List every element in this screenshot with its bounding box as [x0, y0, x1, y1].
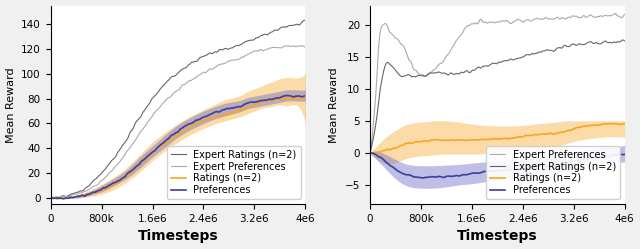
Ratings (n=2)	[367, 152, 374, 155]
Y-axis label: Mean Reward: Mean Reward	[329, 67, 339, 143]
Expert Preferences	[615, 15, 623, 18]
Ratings (n=2)	[54, 197, 61, 200]
Expert Ratings (n=2)	[621, 39, 628, 42]
Expert Ratings (n=2)	[185, 63, 193, 66]
Expert Preferences	[53, 197, 61, 200]
Legend: Expert Ratings (n=2), Expert Preferences, Ratings (n=2), Preferences: Expert Ratings (n=2), Expert Preferences…	[167, 146, 301, 199]
Expert Ratings (n=2)	[575, 43, 582, 46]
Line: Preferences: Preferences	[370, 153, 625, 178]
Ratings (n=2)	[168, 137, 176, 140]
Expert Ratings (n=2)	[56, 196, 63, 199]
Line: Ratings (n=2): Ratings (n=2)	[370, 124, 625, 153]
Expert Ratings (n=2)	[47, 195, 54, 198]
Ratings (n=2)	[47, 196, 54, 199]
Preferences	[168, 133, 176, 136]
Line: Ratings (n=2): Ratings (n=2)	[51, 98, 305, 199]
Expert Ratings (n=2)	[301, 19, 309, 22]
Expert Preferences	[487, 21, 495, 24]
Line: Expert Preferences: Expert Preferences	[51, 46, 305, 199]
Preferences	[489, 170, 497, 173]
Line: Expert Ratings (n=2): Expert Ratings (n=2)	[51, 20, 305, 198]
Expert Preferences	[168, 93, 176, 96]
Ratings (n=2)	[616, 123, 623, 126]
Y-axis label: Mean Reward: Mean Reward	[6, 67, 15, 143]
Ratings (n=2)	[606, 122, 614, 125]
Expert Ratings (n=2)	[366, 153, 374, 156]
Preferences	[256, 99, 264, 102]
Expert Preferences	[621, 13, 628, 16]
Ratings (n=2)	[185, 126, 193, 129]
Expert Ratings (n=2)	[614, 40, 622, 43]
Expert Ratings (n=2)	[487, 63, 495, 66]
Legend: Expert Preferences, Expert Ratings (n=2), Ratings (n=2), Preferences: Expert Preferences, Expert Ratings (n=2)…	[486, 146, 620, 199]
Ratings (n=2)	[575, 126, 583, 129]
Preferences	[615, 153, 623, 156]
Ratings (n=2)	[489, 137, 497, 140]
Preferences	[47, 196, 54, 199]
Expert Preferences	[504, 20, 511, 23]
Preferences	[366, 151, 374, 154]
Expert Ratings (n=2)	[199, 55, 207, 58]
Preferences	[60, 197, 67, 200]
Expert Preferences	[488, 21, 496, 24]
Preferences	[301, 94, 309, 97]
Expert Preferences	[612, 12, 620, 15]
Expert Preferences	[518, 19, 525, 22]
Ratings (n=2)	[199, 120, 207, 123]
Ratings (n=2)	[291, 96, 298, 99]
Expert Ratings (n=2)	[504, 59, 511, 62]
Expert Preferences	[366, 151, 374, 154]
Expert Preferences	[256, 48, 264, 51]
Expert Ratings (n=2)	[518, 56, 525, 59]
Ratings (n=2)	[256, 101, 264, 104]
Ratings (n=2)	[366, 152, 374, 155]
Line: Preferences: Preferences	[51, 96, 305, 199]
Ratings (n=2)	[301, 98, 309, 101]
Ratings (n=2)	[621, 122, 628, 125]
Expert Ratings (n=2)	[256, 35, 264, 38]
Line: Expert Ratings (n=2): Expert Ratings (n=2)	[370, 40, 625, 155]
Expert Preferences	[199, 71, 207, 74]
Preferences	[518, 167, 526, 170]
Ratings (n=2)	[296, 97, 304, 100]
Expert Ratings (n=2)	[170, 75, 177, 78]
Expert Preferences	[185, 79, 193, 82]
Preferences	[284, 94, 291, 97]
Expert Preferences	[298, 44, 306, 47]
Preferences	[621, 153, 628, 156]
Ratings (n=2)	[504, 137, 512, 140]
X-axis label: Timesteps: Timesteps	[457, 229, 538, 244]
Expert Preferences	[296, 45, 303, 48]
Preferences	[185, 123, 193, 125]
Preferences	[488, 169, 495, 172]
Ratings (n=2)	[170, 136, 177, 139]
Line: Expert Preferences: Expert Preferences	[370, 13, 625, 152]
Preferences	[170, 133, 177, 136]
Expert Ratings (n=2)	[488, 62, 496, 65]
Preferences	[199, 116, 207, 119]
Expert Preferences	[301, 46, 309, 49]
Expert Ratings (n=2)	[296, 23, 303, 26]
Expert Preferences	[47, 196, 54, 199]
Preferences	[296, 95, 304, 98]
Preferences	[575, 159, 583, 162]
Expert Preferences	[170, 92, 177, 95]
Ratings (n=2)	[488, 138, 495, 141]
Expert Preferences	[575, 16, 582, 19]
Ratings (n=2)	[518, 135, 526, 138]
X-axis label: Timesteps: Timesteps	[138, 229, 218, 244]
Preferences	[504, 169, 512, 172]
Preferences	[419, 177, 427, 180]
Expert Ratings (n=2)	[619, 38, 627, 41]
Expert Ratings (n=2)	[168, 75, 176, 78]
